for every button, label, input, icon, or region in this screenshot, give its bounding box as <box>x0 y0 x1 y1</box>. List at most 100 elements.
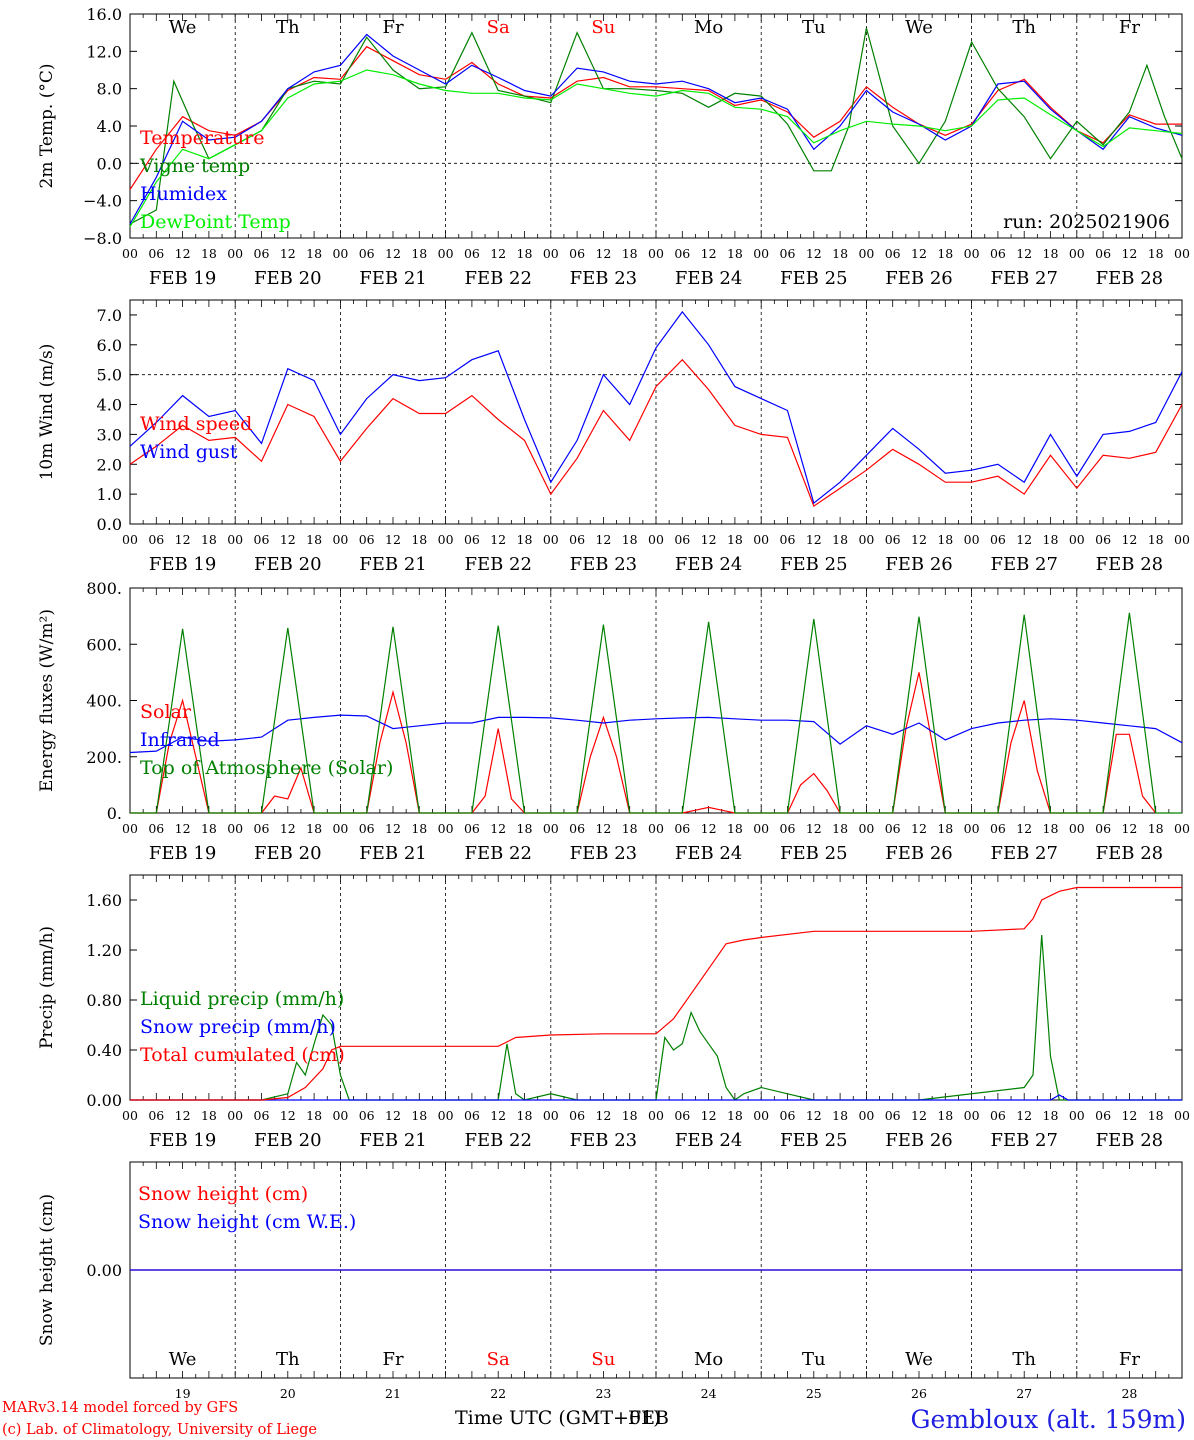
hour-label: 12 <box>1121 1108 1137 1123</box>
y-tick-label: 0.80 <box>86 991 122 1010</box>
weekday-label-bottom: Su <box>591 1349 615 1370</box>
hour-label: 12 <box>280 246 296 261</box>
weekday-label: Su <box>591 17 615 38</box>
y-tick-label: 7.0 <box>97 306 122 325</box>
hour-label: 00 <box>332 246 348 261</box>
legend-entry: Infrared <box>140 729 220 751</box>
legend-entry: Humidex <box>140 183 227 205</box>
hour-label: 12 <box>175 1108 191 1123</box>
date-label: FEB 25 <box>780 554 847 575</box>
y-axis-label: Precip (mm/h) <box>37 926 57 1049</box>
date-label: FEB 27 <box>990 554 1057 575</box>
hour-label: 00 <box>227 246 243 261</box>
hour-label: 06 <box>990 246 1006 261</box>
hour-label: 18 <box>411 821 427 836</box>
hour-label: 06 <box>254 532 270 547</box>
hour-label: 18 <box>937 821 953 836</box>
y-tick-label: 4.0 <box>97 117 122 136</box>
hour-label: 00 <box>122 1108 138 1123</box>
series-line-dewpoint-temp <box>129 69 1183 228</box>
hour-label: 18 <box>1148 1108 1164 1123</box>
hour-label: 18 <box>937 246 953 261</box>
hour-label: 18 <box>937 1108 953 1123</box>
legend-entry: Snow height (cm W.E.) <box>138 1211 356 1233</box>
hour-label: 12 <box>175 532 191 547</box>
date-label: FEB 26 <box>885 843 952 864</box>
station-title: Gembloux (alt. 159m) <box>911 1405 1186 1434</box>
hour-label: 12 <box>1016 246 1032 261</box>
date-label: FEB 23 <box>570 1130 637 1151</box>
date-label: FEB 25 <box>780 843 847 864</box>
day-number: 21 <box>385 1386 401 1401</box>
hour-label: 06 <box>569 246 585 261</box>
series-line-wind-gust <box>129 310 1183 505</box>
y-tick-label: 600. <box>86 635 122 654</box>
date-label: FEB 24 <box>675 554 742 575</box>
hour-label: 00 <box>332 532 348 547</box>
date-label: FEB 24 <box>675 843 742 864</box>
hour-label: 06 <box>885 246 901 261</box>
hour-label: 18 <box>517 246 533 261</box>
y-axis-label: 10m Wind (m/s) <box>37 344 57 481</box>
hour-label: 18 <box>1148 532 1164 547</box>
hour-label: 06 <box>990 821 1006 836</box>
hour-label: 18 <box>622 246 638 261</box>
series-line-humidex <box>129 33 1183 225</box>
y-tick-label: 1.20 <box>86 941 122 960</box>
hour-label: 00 <box>122 532 138 547</box>
legend-entry: DewPoint Temp <box>140 211 291 233</box>
y-tick-label: 4.0 <box>97 396 122 415</box>
legend-entry: Snow precip (mm/h) <box>140 1016 336 1038</box>
weekday-label: Fr <box>1119 17 1140 38</box>
hour-label: 00 <box>858 246 874 261</box>
day-number: 28 <box>1121 1386 1137 1401</box>
hour-label: 00 <box>753 1108 769 1123</box>
series-line-liquid-precip-mm-h <box>130 934 1182 1101</box>
y-tick-label: 0.0 <box>97 515 122 534</box>
date-label: FEB 28 <box>1096 843 1163 864</box>
hour-label: 00 <box>753 821 769 836</box>
hour-label: 00 <box>543 246 559 261</box>
hour-label: 00 <box>332 1108 348 1123</box>
hour-label: 00 <box>964 532 980 547</box>
hour-label: 12 <box>1016 532 1032 547</box>
hour-label: 06 <box>254 1108 270 1123</box>
hour-label: 00 <box>332 821 348 836</box>
day-number: 24 <box>701 1386 717 1401</box>
hour-label: 12 <box>1016 1108 1032 1123</box>
series-line-vigne-temp <box>129 27 1183 225</box>
legend-entry: Snow height (cm) <box>138 1183 308 1205</box>
day-number: 20 <box>280 1386 296 1401</box>
y-tick-label: 400. <box>86 692 122 711</box>
hour-label: 06 <box>464 246 480 261</box>
hour-label: 18 <box>201 821 217 836</box>
hour-label: 00 <box>122 821 138 836</box>
weekday-label-bottom: Fr <box>1119 1349 1140 1370</box>
hour-label: 00 <box>122 246 138 261</box>
y-axis-label: Energy fluxes (W/m²) <box>37 609 57 792</box>
hour-label: 06 <box>359 1108 375 1123</box>
day-number: 25 <box>806 1386 822 1401</box>
hour-label: 00 <box>227 1108 243 1123</box>
panel-frame <box>129 13 1183 239</box>
hour-label: 06 <box>780 532 796 547</box>
hour-label: 06 <box>569 532 585 547</box>
hour-label: 00 <box>438 532 454 547</box>
date-label: FEB 26 <box>885 554 952 575</box>
hour-label: 12 <box>385 1108 401 1123</box>
date-label: FEB 20 <box>254 554 321 575</box>
y-tick-label: 16.0 <box>86 5 122 24</box>
hour-label: 18 <box>517 821 533 836</box>
hour-label: 00 <box>438 821 454 836</box>
legend-entry: Total cumulated (cm) <box>140 1044 345 1066</box>
date-label: FEB 21 <box>359 843 426 864</box>
hour-label: 18 <box>411 532 427 547</box>
weekday-label: We <box>169 17 197 38</box>
hour-label: 06 <box>1095 1108 1111 1123</box>
credit-line-2: (c) Lab. of Climatology, University of L… <box>2 1422 317 1438</box>
weekday-label-bottom: Sa <box>487 1349 510 1370</box>
hour-label: 18 <box>1043 246 1059 261</box>
hour-label: 00 <box>1069 246 1085 261</box>
panel-3: 800. 600. 400. 200. 0. Energy fluxes (W/m²) So… <box>37 579 1190 864</box>
hour-label: 18 <box>832 532 848 547</box>
